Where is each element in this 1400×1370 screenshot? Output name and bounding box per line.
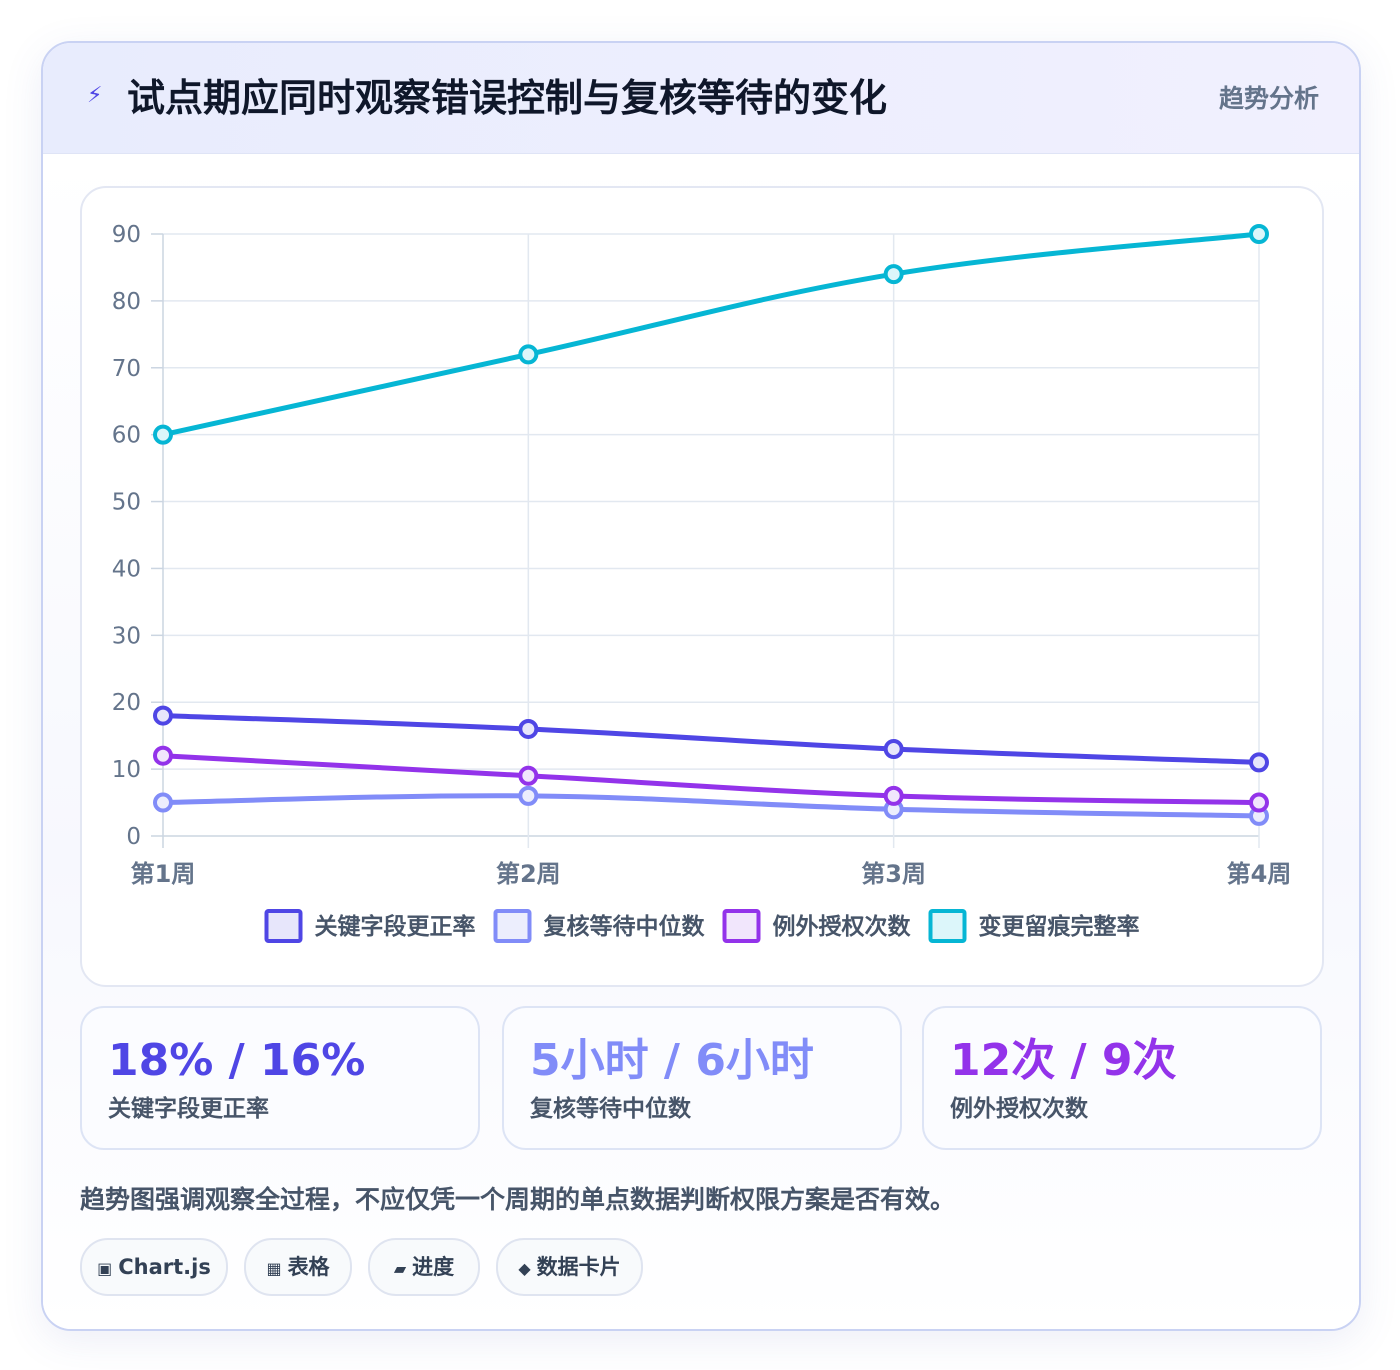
data-point	[1249, 792, 1269, 813]
data-point	[153, 705, 173, 726]
legend-swatch	[722, 909, 761, 943]
chip-progress[interactable]: ▰ 进度	[368, 1238, 480, 1296]
y-tick-label: 10	[112, 757, 141, 783]
legend-label: 例外授权次数	[773, 913, 912, 940]
data-point	[883, 785, 904, 806]
kpi-card-correction-rate: 18% / 16% 关键字段更正率	[80, 1006, 480, 1150]
card-body: 0 10 20 30 40 50 60 70 80 90 第1周 第2周 第3周 第4周 关键字段更正率复…	[43, 154, 1359, 1329]
legend-label: 关键字段更正率	[315, 913, 476, 940]
series-line	[160, 753, 1262, 806]
kpi-card-review-wait: 5小时 / 6小时 复核等待中位数	[502, 1006, 902, 1150]
legend-swatch	[264, 909, 303, 943]
data-point	[153, 792, 173, 813]
y-tick-label: 60	[112, 423, 141, 449]
x-tick-label: 第3周	[861, 860, 926, 888]
chip-table[interactable]: ▦ 表格	[244, 1238, 352, 1296]
series-line	[160, 793, 1262, 819]
data-point	[153, 424, 173, 445]
legend-label: 变更留痕完整率	[979, 913, 1140, 940]
data-point	[1249, 752, 1269, 773]
card-header: ⚡ 试点期应同时观察错误控制与复核等待的变化 趋势分析	[43, 43, 1359, 154]
data-point	[1249, 224, 1269, 244]
progress-icon: ▰	[393, 1259, 407, 1278]
chip-label: 进度	[412, 1255, 455, 1279]
x-tick-label: 第4周	[1227, 860, 1292, 888]
card-icon: ◆	[518, 1259, 531, 1278]
data-point	[518, 718, 539, 739]
y-tick-label: 20	[112, 690, 141, 716]
chip-label: 数据卡片	[536, 1255, 621, 1279]
chart-note: 趋势图强调观察全过程，不应仅凭一个周期的单点数据判断权限方案是否有效。	[80, 1185, 956, 1214]
lightning-icon: ⚡	[87, 83, 103, 108]
page-title: 试点期应同时观察错误控制与复核等待的变化	[127, 76, 888, 120]
kpi-card-exception-auth: 12次 / 9次 例外授权次数	[922, 1006, 1322, 1150]
chip-label: 表格	[287, 1255, 330, 1279]
y-tick-label: 70	[112, 356, 141, 382]
table-icon: ▦	[266, 1259, 282, 1278]
legend-swatch	[493, 909, 532, 943]
y-tick-label: 0	[126, 824, 141, 850]
chart-icon: ▣	[97, 1259, 113, 1278]
chip-data-card[interactable]: ◆ 数据卡片	[496, 1238, 643, 1296]
kpi-label: 例外授权次数	[950, 1096, 1088, 1122]
data-point	[153, 745, 173, 766]
kpi-value: 5小时 / 6小时	[530, 1035, 814, 1086]
chip-chartjs[interactable]: ▣ Chart.js	[80, 1238, 228, 1296]
x-tick-label: 第2周	[496, 860, 561, 888]
kpi-value: 18% / 16%	[108, 1035, 366, 1086]
kpi-label: 复核等待中位数	[530, 1096, 691, 1122]
data-point	[883, 739, 904, 760]
legend-swatch	[928, 909, 967, 943]
kpi-label: 关键字段更正率	[108, 1096, 269, 1122]
data-point	[518, 765, 539, 786]
data-point	[518, 344, 539, 365]
y-tick-label: 80	[112, 289, 141, 315]
chip-label: Chart.js	[118, 1255, 211, 1279]
data-point	[883, 264, 904, 285]
y-tick-label: 90	[112, 222, 141, 248]
y-tick-label: 30	[112, 623, 141, 649]
header-tag: 趋势分析	[1218, 84, 1319, 113]
x-tick-label: 第1周	[131, 860, 196, 888]
line-chart: 0 10 20 30 40 50 60 70 80 90 第1周 第2周 第3周 第4周 关键字段更正率 复…	[112, 222, 1292, 943]
series-line	[160, 713, 1262, 765]
trend-card: ⚡ 试点期应同时观察错误控制与复核等待的变化 趋势分析 0 10 20 30 40 50 6…	[41, 41, 1361, 1331]
data-point	[518, 785, 539, 806]
series-line	[160, 231, 1262, 438]
y-tick-label: 40	[112, 556, 141, 582]
kpi-value: 12次 / 9次	[950, 1035, 1177, 1086]
y-tick-label: 50	[112, 490, 141, 516]
legend-label: 复核等待中位数	[543, 913, 706, 940]
chart-panel: 0 10 20 30 40 50 60 70 80 90 第1周 第2周 第3周 第4周 关键字段更正率 复…	[80, 186, 1324, 987]
